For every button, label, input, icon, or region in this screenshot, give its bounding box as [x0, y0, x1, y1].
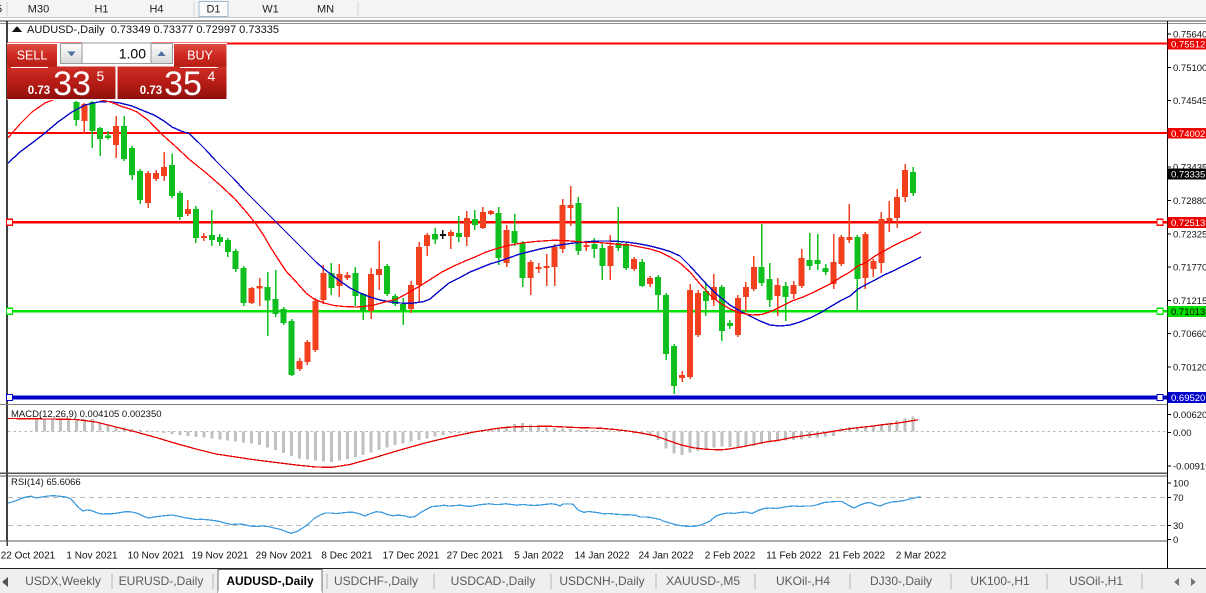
svg-text:35: 35 [164, 65, 202, 103]
svg-text:33: 33 [53, 65, 91, 103]
svg-text:0.71013: 0.71013 [1171, 307, 1205, 318]
svg-text:H4: H4 [149, 4, 163, 16]
svg-text:70: 70 [1173, 493, 1184, 504]
svg-text:W1: W1 [262, 4, 279, 16]
svg-text:10 Nov 2021: 10 Nov 2021 [128, 551, 185, 562]
svg-text:RSI(14) 65.6066: RSI(14) 65.6066 [11, 477, 81, 488]
svg-text:1.00: 1.00 [119, 46, 146, 62]
svg-text:0.73435: 0.73435 [1173, 163, 1206, 174]
svg-text:0.75640: 0.75640 [1173, 30, 1206, 41]
svg-text:H1: H1 [94, 4, 108, 16]
svg-text:5 Jan 2022: 5 Jan 2022 [514, 551, 564, 562]
svg-text:EURUSD-,Daily: EURUSD-,Daily [119, 574, 204, 588]
svg-text:0.00: 0.00 [1173, 428, 1192, 439]
svg-text:MACD(12,26,9) 0.004105 0.00235: MACD(12,26,9) 0.004105 0.002350 [11, 409, 162, 420]
svg-text:100: 100 [1173, 479, 1189, 490]
svg-text:0.73335: 0.73335 [1171, 170, 1205, 181]
svg-text:11 Feb 2022: 11 Feb 2022 [766, 551, 822, 562]
svg-text:USDCAD-,Daily: USDCAD-,Daily [451, 574, 536, 588]
svg-text:4: 4 [208, 68, 216, 84]
svg-text:0.73: 0.73 [140, 85, 162, 97]
svg-text:0.74545: 0.74545 [1173, 96, 1206, 107]
svg-text:0.69520: 0.69520 [1171, 393, 1205, 404]
svg-text:27 Dec 2021: 27 Dec 2021 [447, 551, 504, 562]
svg-text:DJ30-,Daily: DJ30-,Daily [870, 574, 932, 588]
svg-text:0.75512: 0.75512 [1171, 39, 1205, 50]
svg-text:M30: M30 [28, 4, 49, 16]
svg-text:2 Feb 2022: 2 Feb 2022 [705, 551, 756, 562]
svg-text:24 Jan 2022: 24 Jan 2022 [638, 551, 693, 562]
svg-text:USDCHF-,Daily: USDCHF-,Daily [334, 574, 418, 588]
svg-text:AUDUSD-,Daily: AUDUSD-,Daily [226, 574, 314, 588]
svg-text:2 Mar 2022: 2 Mar 2022 [896, 551, 947, 562]
svg-text:21 Feb 2022: 21 Feb 2022 [829, 551, 886, 562]
svg-text:14 Jan 2022: 14 Jan 2022 [574, 551, 629, 562]
svg-text:17 Dec 2021: 17 Dec 2021 [383, 551, 440, 562]
svg-text:0.71215: 0.71215 [1173, 296, 1206, 307]
svg-text:5: 5 [97, 68, 105, 84]
svg-text:0.70660: 0.70660 [1173, 329, 1206, 340]
svg-text:-0.00919: -0.00919 [1173, 462, 1206, 473]
svg-text:USOil-,H1: USOil-,H1 [1069, 574, 1123, 588]
svg-text:UKOil-,H4: UKOil-,H4 [776, 574, 830, 588]
svg-text:5: 5 [0, 4, 2, 16]
svg-text:19 Nov 2021: 19 Nov 2021 [192, 551, 249, 562]
svg-text:MN: MN [317, 4, 334, 16]
svg-text:29 Nov 2021: 29 Nov 2021 [256, 551, 313, 562]
svg-text:0.006201: 0.006201 [1173, 410, 1206, 421]
svg-text:0.72513: 0.72513 [1171, 218, 1205, 229]
svg-text:0: 0 [1173, 535, 1178, 546]
svg-text:UK100-,H1: UK100-,H1 [970, 574, 1030, 588]
svg-text:XAUUSD-,M5: XAUUSD-,M5 [666, 574, 740, 588]
svg-text:AUDUSD-,Daily 0.73349 0.73377: AUDUSD-,Daily 0.73349 0.73377 0.72997 0.… [27, 24, 279, 36]
svg-text:30: 30 [1173, 521, 1184, 532]
svg-text:USDCNH-,Daily: USDCNH-,Daily [559, 574, 644, 588]
svg-text:0.75100: 0.75100 [1173, 63, 1206, 74]
svg-text:0.71770: 0.71770 [1173, 263, 1206, 274]
svg-text:D1: D1 [206, 4, 220, 16]
svg-text:0.70120: 0.70120 [1173, 363, 1206, 374]
svg-text:1 Nov 2021: 1 Nov 2021 [66, 551, 118, 562]
svg-text:0.72880: 0.72880 [1173, 196, 1206, 207]
svg-text:SELL: SELL [17, 49, 48, 63]
svg-text:0.73: 0.73 [28, 85, 50, 97]
svg-text:USDX,Weekly: USDX,Weekly [25, 574, 101, 588]
svg-text:22 Oct 2021: 22 Oct 2021 [1, 551, 56, 562]
svg-text:8 Dec 2021: 8 Dec 2021 [321, 551, 373, 562]
svg-text:0.72325: 0.72325 [1173, 229, 1206, 240]
svg-text:0.74002: 0.74002 [1171, 129, 1205, 140]
svg-text:BUY: BUY [187, 49, 213, 63]
